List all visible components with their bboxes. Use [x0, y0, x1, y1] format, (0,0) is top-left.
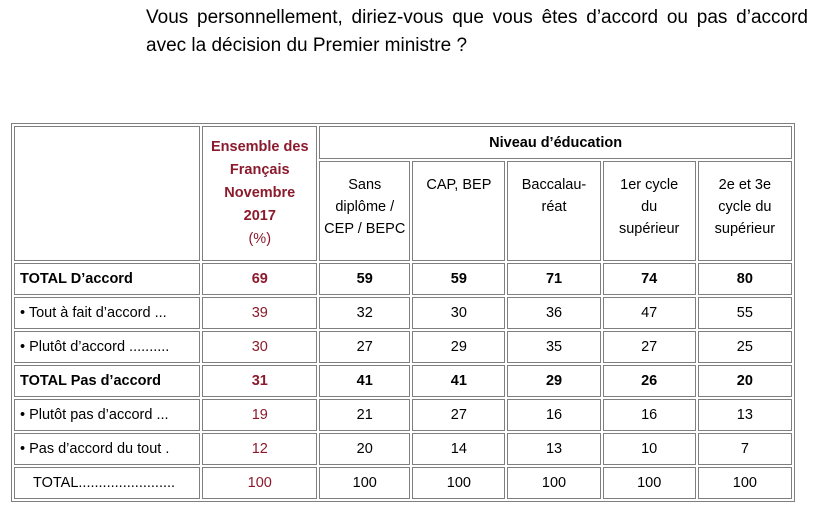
row-label: TOTAL D’accord	[14, 263, 201, 295]
survey-question: Vous personnellement, diriez-vous que vo…	[146, 7, 808, 56]
table-row: • Plutôt pas d’accord ... 19 21 27 16 16…	[14, 399, 792, 431]
table-row: TOTAL........................ 100 100 10…	[14, 467, 792, 499]
cell-value: 32	[319, 297, 411, 329]
cell-value: 16	[602, 399, 696, 431]
cell-value: 14	[412, 433, 506, 465]
cell-value: 47	[602, 297, 696, 329]
col-header-1er-cycle: 1er cycle du supérieur	[602, 161, 696, 261]
cell-value: 27	[412, 399, 506, 431]
cell-value: 100	[412, 467, 506, 499]
cell-value: 26	[602, 365, 696, 397]
cell-value: 21	[319, 399, 411, 431]
table-row: • Tout à fait d’accord ... 39 32 30 36 4…	[14, 297, 792, 329]
ensemble-value: 19	[202, 399, 318, 431]
ensemble-value: 30	[202, 331, 318, 363]
cell-value: 13	[697, 399, 792, 431]
cell-value: 71	[507, 263, 601, 295]
ensemble-value: 69	[202, 263, 318, 295]
cell-value: 100	[319, 467, 411, 499]
row-label: • Pas d’accord du tout .	[14, 433, 201, 465]
table-row: • Plutôt d’accord .......... 30 27 29 35…	[14, 331, 792, 363]
ensemble-value: 39	[202, 297, 318, 329]
row-label: • Plutôt pas d’accord ...	[14, 399, 201, 431]
cell-value: 30	[412, 297, 506, 329]
cell-value: 55	[697, 297, 792, 329]
ensemble-value: 100	[202, 467, 318, 499]
cell-value: 27	[602, 331, 696, 363]
cell-value: 16	[507, 399, 601, 431]
row-label: TOTAL Pas d’accord	[14, 365, 201, 397]
cell-value: 25	[697, 331, 792, 363]
cell-value: 13	[507, 433, 601, 465]
cell-value: 100	[602, 467, 696, 499]
row-label: TOTAL........................	[14, 467, 201, 499]
col-header-2e-3e-cycle: 2e et 3e cycle du supérieur	[697, 161, 792, 261]
table-row: TOTAL D’accord 69 59 59 71 74 80	[14, 263, 792, 295]
header-empty-cell	[14, 126, 201, 261]
cell-value: 27	[319, 331, 411, 363]
cell-value: 100	[697, 467, 792, 499]
cell-value: 35	[507, 331, 601, 363]
cell-value: 29	[507, 365, 601, 397]
cell-value: 29	[412, 331, 506, 363]
col-header-sans-diplome: Sans diplôme / CEP / BEPC	[319, 161, 411, 261]
row-label: • Plutôt d’accord ..........	[14, 331, 201, 363]
cell-value: 100	[507, 467, 601, 499]
cell-value: 80	[697, 263, 792, 295]
cell-value: 7	[697, 433, 792, 465]
cell-value: 41	[412, 365, 506, 397]
table-row: TOTAL Pas d’accord 31 41 41 29 26 20	[14, 365, 792, 397]
col-header-baccalaureat: Baccalau-réat	[507, 161, 601, 261]
ensemble-value: 12	[202, 433, 318, 465]
table-row: • Pas d’accord du tout . 12 20 14 13 10 …	[14, 433, 792, 465]
cell-value: 10	[602, 433, 696, 465]
col-header-cap-bep: CAP, BEP	[412, 161, 506, 261]
cell-value: 41	[319, 365, 411, 397]
ensemble-value: 31	[202, 365, 318, 397]
ensemble-header: Ensemble des Français Novembre 2017 (%)	[202, 126, 318, 261]
niveau-education-header: Niveau d’éducation	[319, 126, 792, 159]
cell-value: 59	[319, 263, 411, 295]
results-table: Ensemble des Français Novembre 2017 (%) …	[11, 123, 795, 502]
cell-value: 36	[507, 297, 601, 329]
row-label: • Tout à fait d’accord ...	[14, 297, 201, 329]
cell-value: 74	[602, 263, 696, 295]
cell-value: 59	[412, 263, 506, 295]
cell-value: 20	[697, 365, 792, 397]
cell-value: 20	[319, 433, 411, 465]
